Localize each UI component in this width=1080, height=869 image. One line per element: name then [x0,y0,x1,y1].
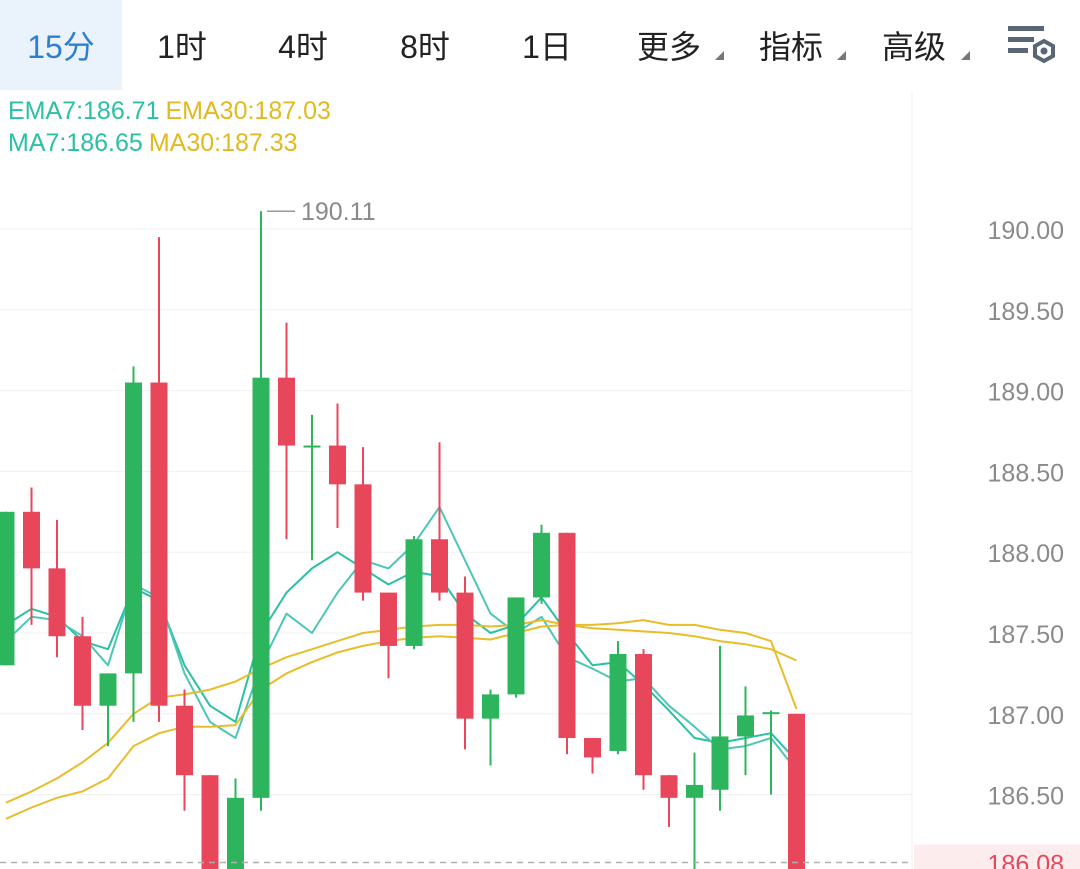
ema7-value: EMA7:186.71 [8,97,160,125]
ema-legend: EMA7:186.71 EMA30:187.03 [8,96,337,126]
candle[interactable] [609,641,627,755]
candle[interactable] [660,775,678,827]
candle[interactable] [125,366,142,722]
candle[interactable] [354,447,372,601]
candle[interactable] [278,322,295,540]
current-price-label: 186.08 [988,850,1064,869]
candle[interactable] [74,616,91,730]
candle[interactable] [584,738,601,774]
candle-body [252,377,270,798]
ema30-value: EMA30:187.03 [165,97,331,125]
candle-body [686,784,703,798]
y-tick-label: 187.00 [988,702,1064,730]
candle[interactable] [329,403,346,528]
candle-body [329,445,346,485]
candle-body [227,797,244,869]
candle-body [584,738,601,758]
tab-1d[interactable]: 1日 [522,29,572,65]
candle[interactable] [533,524,550,604]
candle[interactable] [0,511,15,666]
candle[interactable] [711,645,729,811]
candle[interactable] [48,519,66,658]
ma30-line [5,619,798,820]
candle[interactable] [762,710,780,795]
tab-15m[interactable]: 15分 [0,0,122,90]
candle-body [635,654,652,776]
candle[interactable] [686,752,703,869]
candle[interactable] [252,211,270,811]
candle-body [609,654,627,751]
candle[interactable] [23,487,40,625]
timeframe-tab-bar: 15分 1时 4时 8时 1日 更多 指标 高级 [0,0,1080,90]
candle-body [354,484,372,593]
candle-body [99,673,117,706]
ma7-value: MA7:186.65 [8,129,143,157]
y-tick-label: 190.00 [988,217,1064,245]
candle[interactable] [635,649,652,790]
y-tick-label: 189.50 [988,298,1064,326]
candle-body [380,592,397,646]
candle[interactable] [482,689,499,766]
candle-body [23,511,40,569]
candle[interactable] [737,686,754,776]
candle-body [456,592,474,719]
tab-advanced[interactable]: 高级 [852,0,976,90]
candle-body [150,382,168,706]
candle[interactable] [431,442,448,601]
y-tick-label: 188.50 [988,459,1064,487]
candle-body [762,712,780,715]
candle-body [201,775,219,869]
y-tick-label: 189.00 [988,379,1064,407]
candle-body [74,636,91,706]
candle-body [0,511,15,666]
candle-body [303,445,321,448]
tab-8h[interactable]: 8时 [400,29,450,65]
current-price-tag [914,844,1080,869]
candle[interactable] [558,532,576,755]
tab-more[interactable]: 更多 [608,0,730,90]
y-tick-label: 186.50 [988,783,1064,811]
candle-body [431,539,448,593]
candle-body [176,705,193,776]
candle-body [507,597,525,695]
ma-legend: MA7:186.65 MA30:187.33 [8,128,304,158]
y-tick-label: 188.00 [988,540,1064,568]
ema7-line [5,551,798,762]
candle[interactable] [99,673,117,747]
candle[interactable] [456,576,474,750]
candle-body [533,532,550,598]
candle[interactable] [303,414,321,561]
chart-settings-icon[interactable] [1006,22,1058,68]
candle-body [125,382,142,674]
tab-4h[interactable]: 4时 [278,29,328,65]
candle[interactable] [380,592,397,679]
candle-body [711,736,729,790]
candle[interactable] [176,689,193,811]
candle-body [48,568,66,637]
tab-1h[interactable]: 1时 [157,29,207,65]
ma30-value: MA30:187.33 [148,129,298,157]
max-price-label: 190.11 [301,198,376,226]
candle-body [737,715,754,737]
candle[interactable] [150,237,168,722]
candle[interactable] [405,536,423,650]
y-tick-label: 187.50 [988,621,1064,649]
tab-indicators[interactable]: 指标 [730,0,852,90]
candle[interactable] [201,775,219,869]
candle-body [660,775,678,798]
candle[interactable] [788,713,805,869]
candle[interactable] [227,778,244,869]
candle[interactable] [507,597,525,698]
candle-body [405,539,423,646]
candle-body [558,532,576,739]
candle-body [788,713,805,869]
candle-body [482,694,499,719]
candle-body [278,377,295,446]
ema30-line [5,619,797,804]
